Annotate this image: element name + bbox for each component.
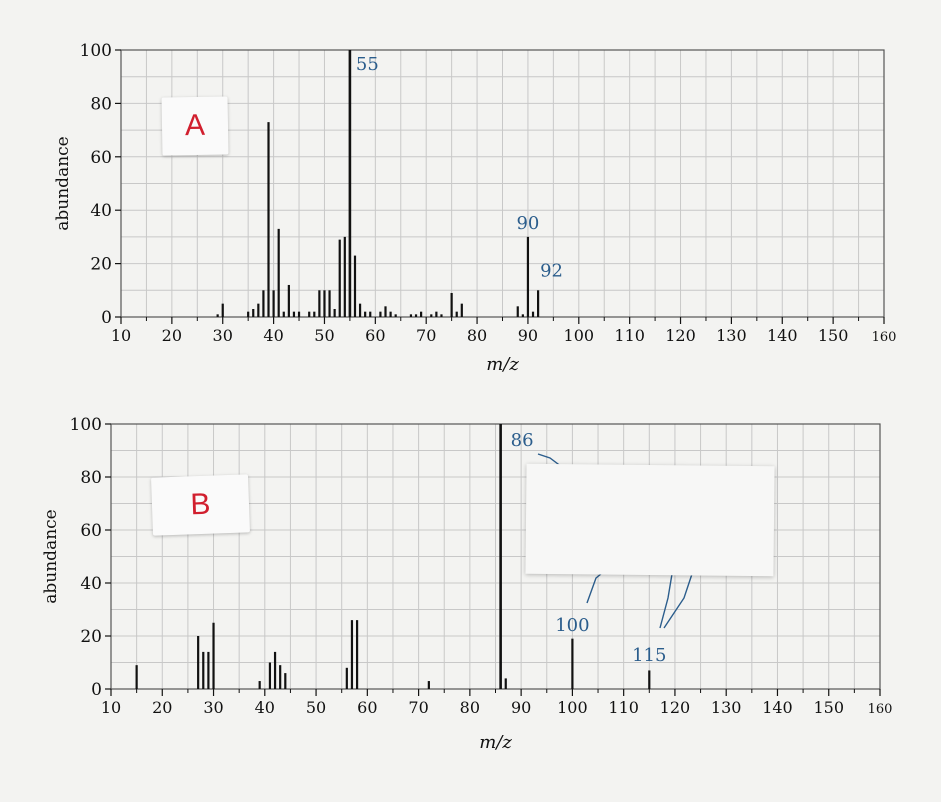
chart-a-peak-label: 92 bbox=[540, 260, 563, 281]
chart-b-x-axis-title: m/z bbox=[479, 732, 512, 753]
chart-b-x-tick-label: 60 bbox=[357, 698, 377, 717]
chart-b-x-tick-label: 50 bbox=[306, 698, 326, 717]
chart-a-peak-label: 90 bbox=[516, 213, 539, 234]
chart-b-x-tick-label: 10 bbox=[101, 698, 121, 717]
chart-b-peak-label: 86 bbox=[511, 430, 534, 451]
chart-b-y-tick-label: 100 bbox=[70, 415, 102, 435]
chart-b-x-tick-label: 100 bbox=[557, 698, 588, 717]
panel-label-a: A bbox=[161, 96, 229, 156]
chart-b-leader-arrow bbox=[659, 573, 673, 629]
chart-a-y-tick-label: 100 bbox=[80, 41, 112, 61]
chart-b-x-tick-label: 90 bbox=[511, 698, 531, 717]
chart-b-x-tick-label: 70 bbox=[408, 698, 428, 717]
chart-a-x-axis-title: m/z bbox=[486, 354, 519, 375]
chart-b-y-tick-label: 0 bbox=[91, 680, 102, 700]
chart-a-x-tick-label: 150 bbox=[818, 326, 849, 345]
chart-a-x-tick-label: 10 bbox=[111, 326, 131, 345]
chart-b-y-tick-label: 40 bbox=[80, 574, 102, 594]
chart-a-x-tick-label: 90 bbox=[518, 326, 538, 345]
chart-b-y-tick-label: 60 bbox=[80, 521, 102, 541]
chart-b-leader-arrow bbox=[586, 569, 607, 604]
chart-a-x-tick-label: 160 bbox=[872, 330, 897, 345]
chart-a-peak-label: 55 bbox=[356, 54, 379, 75]
chart-b-x-tick-label: 160 bbox=[868, 702, 893, 717]
chart-b-x-tick-label: 110 bbox=[608, 698, 639, 717]
chart-b-x-tick-label: 120 bbox=[660, 698, 691, 717]
chart-b-peak-label: 115 bbox=[632, 645, 666, 666]
chart-a-y-tick-label: 60 bbox=[90, 148, 112, 168]
chart-b-x-tick-label: 30 bbox=[203, 698, 223, 717]
chart-b-peak-label: 100 bbox=[555, 615, 589, 636]
chart-a-x-tick-label: 40 bbox=[263, 326, 283, 345]
chart-b-y-tick-label: 20 bbox=[80, 627, 102, 647]
chart-b-y-axis-title: abundance bbox=[41, 509, 61, 603]
chart-b-x-tick-label: 130 bbox=[711, 698, 742, 717]
chart-b-y-tick-label: 80 bbox=[80, 468, 102, 488]
chart-a-y-tick-label: 80 bbox=[90, 94, 112, 114]
chart-a-x-tick-label: 70 bbox=[416, 326, 436, 345]
chart-a-x-tick-label: 20 bbox=[162, 326, 182, 345]
chart-a-x-tick-label: 60 bbox=[365, 326, 385, 345]
chart-b-x-tick-label: 140 bbox=[762, 698, 793, 717]
chart-a-x-tick-label: 80 bbox=[467, 326, 487, 345]
chart-b-x-tick-label: 150 bbox=[813, 698, 844, 717]
paper-cover bbox=[525, 463, 775, 577]
chart-a-x-tick-label: 100 bbox=[564, 326, 595, 345]
chart-b-x-tick-label: 80 bbox=[460, 698, 480, 717]
chart-a-x-tick-label: 140 bbox=[767, 326, 798, 345]
chart-a-y-tick-label: 0 bbox=[101, 308, 112, 328]
chart-a-x-tick-label: 130 bbox=[716, 326, 747, 345]
chart-a-y-tick-label: 40 bbox=[90, 201, 112, 221]
chart-b-x-tick-label: 20 bbox=[152, 698, 172, 717]
chart-a-x-tick-label: 30 bbox=[213, 326, 233, 345]
chart-a-x-tick-label: 110 bbox=[614, 326, 645, 345]
chart-a-x-tick-label: 120 bbox=[665, 326, 696, 345]
chart-b-x-tick-label: 40 bbox=[255, 698, 275, 717]
chart-a-y-axis-title: abundance bbox=[53, 136, 73, 230]
chart-a-y-tick-label: 20 bbox=[90, 255, 112, 275]
panel-label-b: B bbox=[151, 474, 250, 536]
chart-a-x-tick-label: 50 bbox=[314, 326, 334, 345]
chart-b-leader-arrow bbox=[663, 573, 693, 629]
